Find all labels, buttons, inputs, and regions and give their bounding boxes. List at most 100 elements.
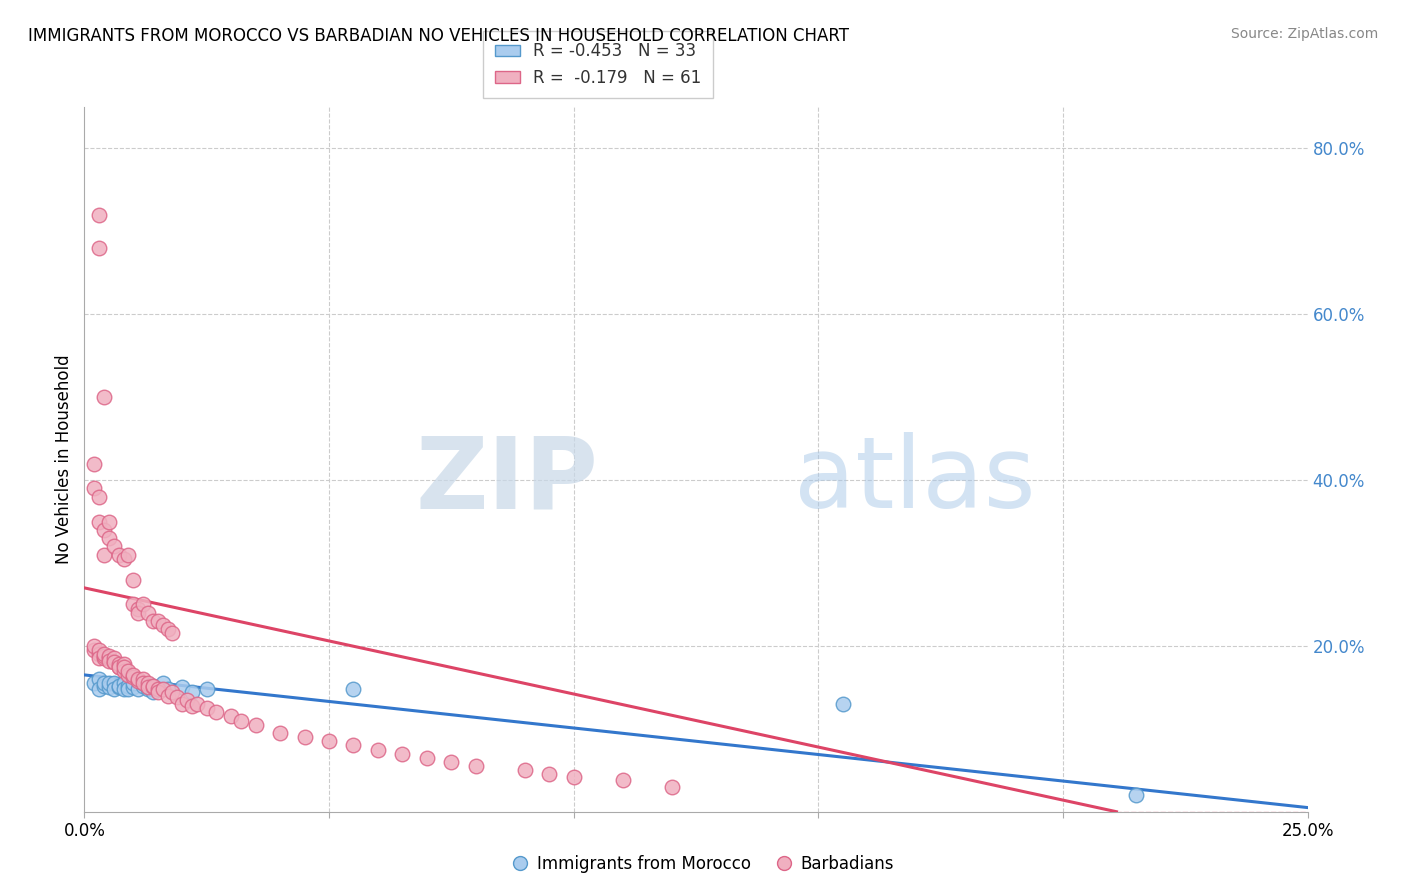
Point: [93, 647, 115, 661]
Point: [132, 598, 155, 612]
Point: [146, 681, 169, 696]
Point: [127, 672, 149, 686]
Text: Source: ZipAtlas.com: Source: ZipAtlas.com: [1230, 27, 1378, 41]
Point: [416, 751, 439, 765]
Point: [83, 482, 105, 496]
Point: [107, 679, 129, 693]
Point: [156, 623, 179, 637]
Point: [181, 684, 204, 698]
Point: [205, 705, 228, 719]
Point: [132, 679, 155, 693]
Point: [127, 673, 149, 688]
Point: [229, 714, 252, 728]
Point: [117, 664, 139, 678]
Point: [112, 681, 135, 696]
Point: [136, 681, 159, 696]
Point: [162, 626, 184, 640]
Point: [136, 676, 159, 690]
Point: [142, 684, 165, 698]
Point: [117, 681, 139, 696]
Point: [112, 552, 135, 566]
Point: [93, 523, 115, 537]
Point: [87, 490, 110, 504]
Point: [513, 764, 536, 778]
Point: [142, 681, 165, 695]
Point: [93, 651, 115, 665]
Point: [97, 681, 120, 695]
Point: [103, 656, 125, 670]
Legend: Immigrants from Morocco, Barbadians: Immigrants from Morocco, Barbadians: [505, 848, 901, 880]
Point: [97, 515, 120, 529]
Point: [107, 548, 129, 562]
Point: [122, 573, 145, 587]
Point: [172, 697, 194, 711]
Point: [117, 679, 139, 693]
Text: ZIP: ZIP: [415, 432, 598, 529]
Point: [195, 681, 218, 696]
Point: [87, 672, 110, 686]
Point: [122, 670, 145, 684]
Point: [142, 679, 165, 693]
Point: [162, 684, 184, 698]
Point: [132, 676, 155, 690]
Point: [87, 515, 110, 529]
Point: [562, 770, 585, 784]
Point: [1125, 788, 1147, 802]
Point: [186, 697, 208, 711]
Point: [156, 681, 179, 696]
Point: [136, 606, 159, 620]
Point: [87, 651, 110, 665]
Point: [97, 648, 120, 663]
Point: [122, 681, 145, 695]
Point: [195, 701, 218, 715]
Point: [93, 679, 115, 693]
Point: [152, 676, 174, 690]
Point: [103, 540, 125, 554]
Point: [538, 767, 561, 781]
Point: [367, 742, 389, 756]
Point: [107, 681, 129, 695]
Point: [103, 676, 125, 690]
Point: [166, 690, 188, 705]
Point: [103, 651, 125, 665]
Text: atlas: atlas: [794, 432, 1035, 529]
Point: [132, 676, 155, 690]
Point: [176, 693, 198, 707]
Point: [97, 531, 120, 545]
Point: [136, 681, 159, 695]
Point: [93, 648, 115, 663]
Point: [127, 606, 149, 620]
Point: [127, 601, 149, 615]
Point: [342, 739, 364, 753]
Point: [87, 643, 110, 657]
Point: [612, 773, 634, 788]
Point: [440, 755, 463, 769]
Point: [107, 659, 129, 673]
Point: [93, 548, 115, 562]
Point: [181, 698, 204, 713]
Point: [103, 681, 125, 696]
Point: [122, 598, 145, 612]
Point: [97, 676, 120, 690]
Point: [391, 747, 413, 761]
Point: [152, 618, 174, 632]
Point: [112, 659, 135, 673]
Point: [87, 681, 110, 696]
Point: [97, 654, 120, 668]
Point: [117, 548, 139, 562]
Point: [83, 457, 105, 471]
Point: [146, 614, 169, 628]
Point: [97, 651, 120, 665]
Point: [83, 643, 105, 657]
Point: [93, 390, 115, 404]
Point: [112, 676, 135, 690]
Point: [112, 657, 135, 672]
Point: [831, 697, 853, 711]
Text: IMMIGRANTS FROM MOROCCO VS BARBADIAN NO VEHICLES IN HOUSEHOLD CORRELATION CHART: IMMIGRANTS FROM MOROCCO VS BARBADIAN NO …: [28, 27, 849, 45]
Point: [83, 639, 105, 653]
Point: [122, 676, 145, 690]
Point: [269, 726, 291, 740]
Point: [83, 676, 105, 690]
Point: [112, 664, 135, 678]
Point: [245, 717, 267, 731]
